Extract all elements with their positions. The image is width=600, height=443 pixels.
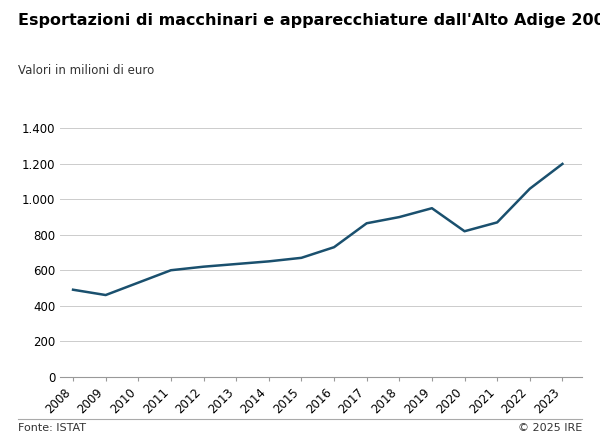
Text: © 2025 IRE: © 2025 IRE <box>518 423 582 433</box>
Text: Valori in milioni di euro: Valori in milioni di euro <box>18 64 154 77</box>
Text: Esportazioni di macchinari e apparecchiature dall'Alto Adige 2008 – 2023: Esportazioni di macchinari e apparecchia… <box>18 13 600 28</box>
Text: Fonte: ISTAT: Fonte: ISTAT <box>18 423 86 433</box>
